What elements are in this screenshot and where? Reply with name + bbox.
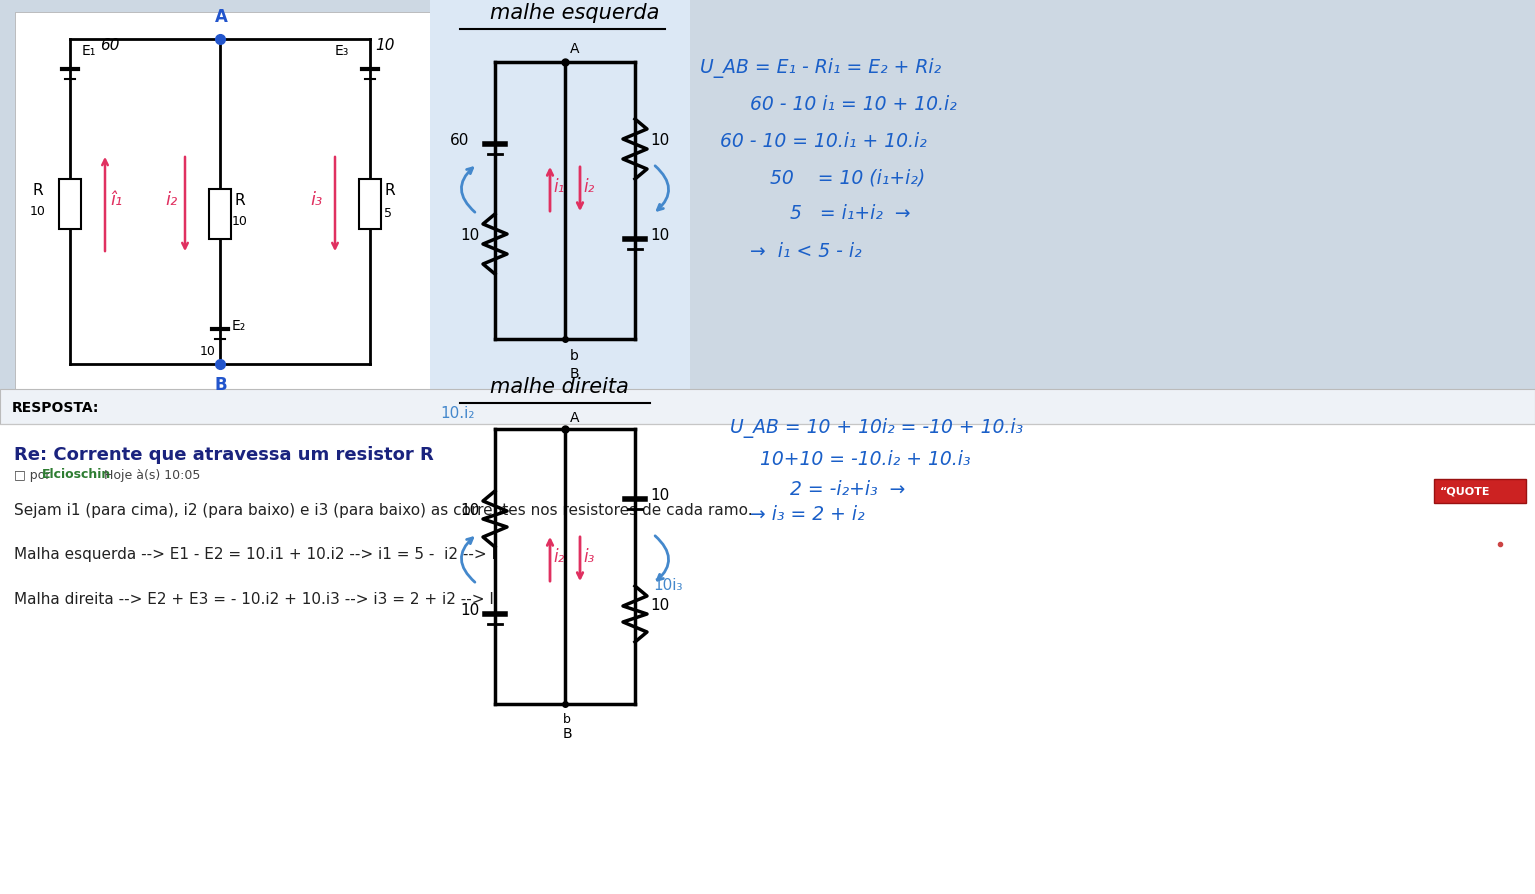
Text: malhe direita: malhe direita xyxy=(490,376,629,397)
Bar xyxy=(15,13,450,390)
Text: 60 - 10 i₁ = 10 + 10.i₂: 60 - 10 i₁ = 10 + 10.i₂ xyxy=(751,95,956,114)
Text: 10: 10 xyxy=(460,228,479,243)
Text: Malha direita --> E2 + E3 = - 10.i2 + 10.i3 --> i3 = 2 + i2 --> II: Malha direita --> E2 + E3 = - 10.i2 + 10… xyxy=(14,592,499,607)
Text: 60: 60 xyxy=(450,133,470,148)
Text: Sejam i1 (para cima), i2 (para baixo) e i3 (para baixo) as correntes nos resisto: Sejam i1 (para cima), i2 (para baixo) e … xyxy=(14,502,752,517)
Text: E₂: E₂ xyxy=(232,318,246,333)
Text: B: B xyxy=(215,375,227,393)
Text: E₃: E₃ xyxy=(335,44,350,58)
Text: 5   = i₁+i₂  →: 5 = i₁+i₂ → xyxy=(791,204,910,223)
FancyBboxPatch shape xyxy=(1434,479,1526,503)
Text: 10: 10 xyxy=(649,133,669,148)
Text: 5: 5 xyxy=(384,207,391,220)
Text: i₃: i₃ xyxy=(583,547,594,565)
Text: 10: 10 xyxy=(649,597,669,612)
Text: î₁: î₁ xyxy=(111,190,123,209)
Text: 50    = 10 (i₁+i₂): 50 = 10 (i₁+i₂) xyxy=(771,168,926,187)
Text: 60 - 10 = 10.i₁ + 10.i₂: 60 - 10 = 10.i₁ + 10.i₂ xyxy=(720,131,927,151)
Text: 10: 10 xyxy=(649,487,669,502)
Text: 60: 60 xyxy=(100,38,120,53)
Text: Elcioschin: Elcioschin xyxy=(41,468,111,481)
Text: “QUOTE: “QUOTE xyxy=(1440,486,1490,496)
Text: 10: 10 xyxy=(460,603,479,618)
Text: A: A xyxy=(569,42,580,56)
Text: malhe esquerda: malhe esquerda xyxy=(490,3,660,23)
Text: R: R xyxy=(233,193,244,207)
Text: E₁: E₁ xyxy=(81,44,97,58)
Bar xyxy=(359,180,381,230)
Text: 10i₃: 10i₃ xyxy=(652,578,683,593)
Bar xyxy=(209,190,230,240)
Text: 10: 10 xyxy=(200,344,216,358)
Text: i₂: i₂ xyxy=(553,547,565,565)
Text: 10: 10 xyxy=(375,38,394,53)
Text: RESPOSTA:: RESPOSTA: xyxy=(12,400,100,414)
Text: 10: 10 xyxy=(460,502,479,518)
Text: 10+10 = -10.i₂ + 10.i₃: 10+10 = -10.i₂ + 10.i₃ xyxy=(760,450,970,468)
Text: Re: Corrente que atravessa um resistor R: Re: Corrente que atravessa um resistor R xyxy=(14,445,434,463)
Text: i₃: i₃ xyxy=(310,190,322,209)
Text: U_AB = 10 + 10i₂ = -10 + 10.i₃: U_AB = 10 + 10i₂ = -10 + 10.i₃ xyxy=(731,417,1024,437)
Text: R: R xyxy=(384,182,394,198)
Text: Malha esquerda --> E1 - E2 = 10.i1 + 10.i2 --> i1 = 5 -  i2 --> I: Malha esquerda --> E1 - E2 = 10.i1 + 10.… xyxy=(14,547,496,561)
Text: R: R xyxy=(32,182,43,198)
Text: B: B xyxy=(569,367,580,381)
Text: 10: 10 xyxy=(649,228,669,243)
Bar xyxy=(0,425,1535,894)
Text: A: A xyxy=(569,410,580,425)
Bar xyxy=(0,390,1535,425)
Text: i₁: i₁ xyxy=(553,178,565,196)
Text: U_AB = E₁ - Ri₁ = E₂ + Ri₂: U_AB = E₁ - Ri₁ = E₂ + Ri₂ xyxy=(700,58,941,78)
Text: b: b xyxy=(569,349,579,363)
Text: 10.i₂: 10.i₂ xyxy=(441,406,474,420)
Text: i₂: i₂ xyxy=(164,190,177,209)
Text: b: b xyxy=(563,713,571,725)
Bar xyxy=(58,180,81,230)
Bar xyxy=(430,0,691,504)
Text: →  i₁ < 5 - i₂: → i₁ < 5 - i₂ xyxy=(751,241,861,261)
Text: 10: 10 xyxy=(232,215,247,228)
Text: B: B xyxy=(563,726,573,740)
Text: 10: 10 xyxy=(31,205,46,218)
Text: → i₃ = 2 + i₂: → i₃ = 2 + i₂ xyxy=(751,504,864,523)
Text: Hoje à(s) 10:05: Hoje à(s) 10:05 xyxy=(100,468,201,481)
Text: 2 = -i₂+i₃  →: 2 = -i₂+i₃ → xyxy=(791,479,906,499)
Text: i₂: i₂ xyxy=(583,178,594,196)
Text: □ por: □ por xyxy=(14,468,54,481)
Text: A: A xyxy=(215,8,227,26)
